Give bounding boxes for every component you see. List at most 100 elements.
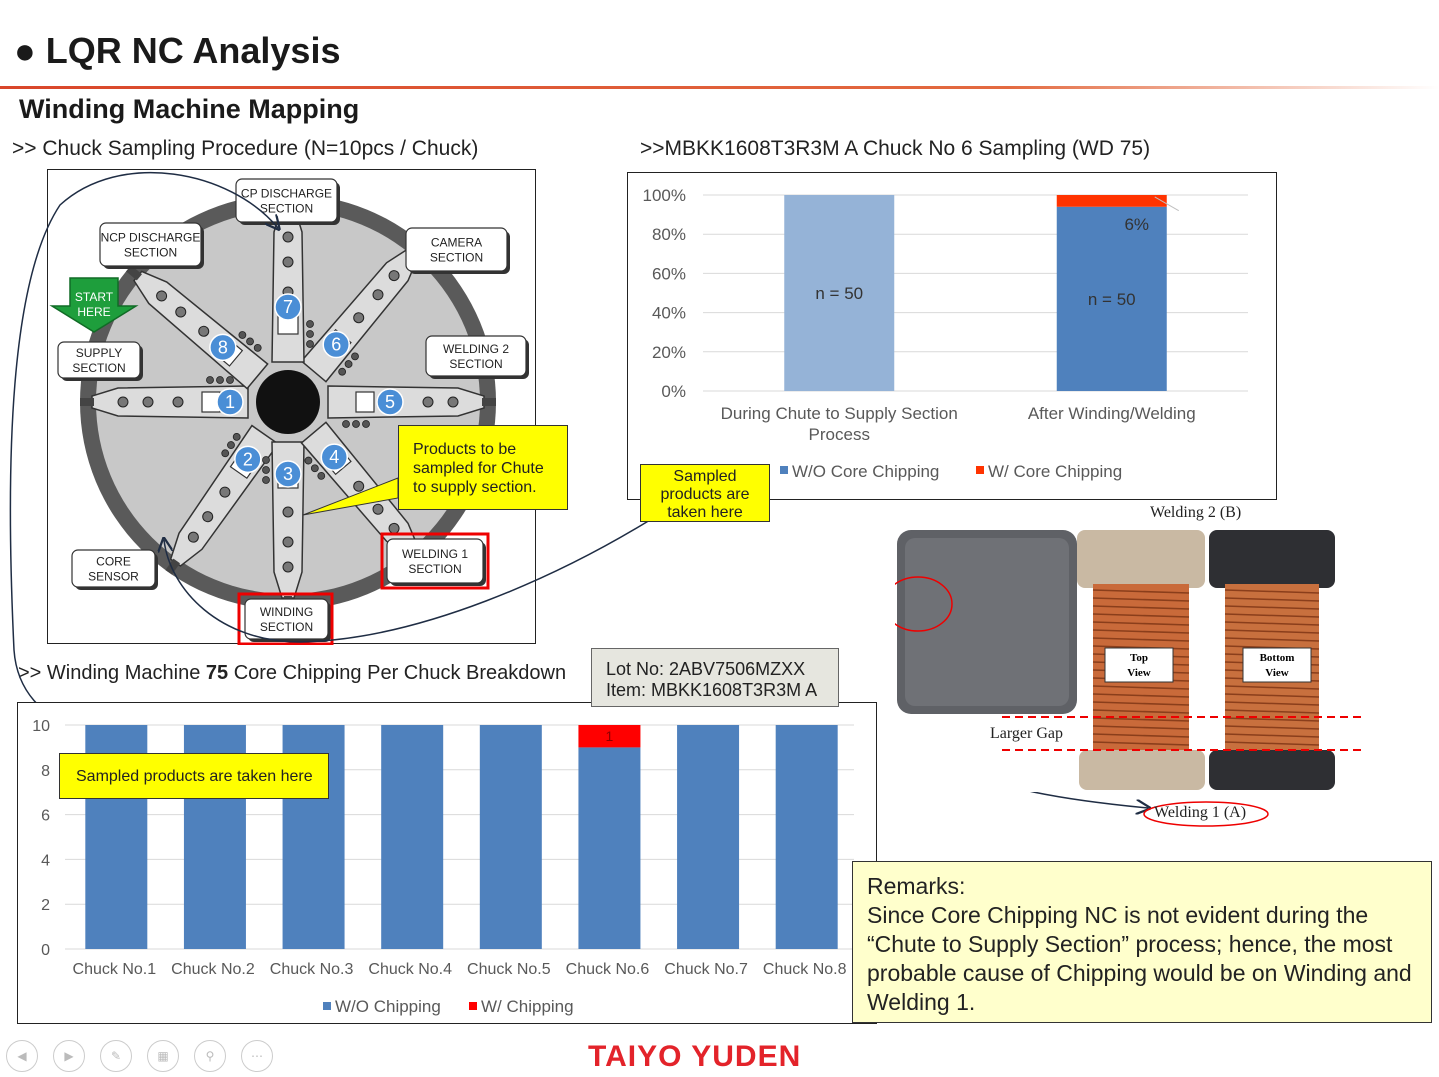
start-label-1: START — [75, 290, 114, 304]
stack-ytick: 100% — [643, 186, 686, 205]
turntable-hub — [256, 370, 320, 434]
winding-highlight — [237, 592, 334, 646]
section-label-box — [71, 549, 156, 588]
stack-bar-segment — [1056, 195, 1167, 207]
chuck-legend-swatch — [323, 1002, 331, 1010]
top-view-label-2: View — [1127, 667, 1150, 679]
chuck-xtick: Chuck No.1 — [73, 961, 157, 978]
remarks-heading: Remarks: — [867, 873, 966, 899]
section-label-box — [244, 598, 329, 640]
chuck-breakdown-chart-panel: 0 2 4 6 8 10 Chuck No.1 Chuck No.2 Chuck No.3 Chu… — [17, 702, 877, 1024]
stack-to-winding-connector — [164, 519, 651, 643]
chuck-ytick: 2 — [41, 897, 50, 914]
section-label-winding: WINDING — [260, 605, 313, 619]
welding1-highlight — [380, 532, 490, 590]
section-label-ncp-discharge: NCP DISCHARGE — [101, 231, 201, 245]
remarks-text: Since Core Chipping NC is not evident du… — [867, 902, 1412, 1015]
section-label-box — [57, 341, 141, 379]
section-label-welding2: WELDING 2 — [443, 342, 509, 356]
chuck-xtick: Chuck No.8 — [763, 961, 847, 978]
stack-ytick: 80% — [652, 225, 686, 244]
stack-legend-swatch — [976, 466, 984, 474]
stack-legend-label: W/O Core Chipping — [792, 462, 939, 481]
chuck-badge — [234, 445, 262, 474]
previous-slide-icon[interactable]: ◀ — [6, 1040, 38, 1072]
chuck-xtick: Chuck No.2 — [171, 961, 255, 978]
chuck6-sampling-chart-panel: 0% 20% 40% 60% 80% 100% n = 50 During Chute to … — [627, 172, 1277, 500]
stack-bar-segment — [1056, 206, 1167, 391]
inductor-photo-drawing: Top View Bottom View — [883, 528, 1337, 792]
bottom-view-flange-bottom — [1209, 750, 1335, 790]
chuck-breakdown-chart: 0 2 4 6 8 10 Chuck No.1 Chuck No.2 Chuck No.3 Chu… — [32, 718, 854, 1016]
larger-gap-label: Larger Gap — [990, 725, 1063, 742]
chuck-xtick: Chuck No.5 — [467, 961, 551, 978]
chuck-sampled-callout: Sampled products are taken here — [59, 753, 329, 799]
chuck-bar-segment — [578, 725, 641, 748]
chuck-number: 3 — [283, 464, 293, 484]
section-label-box — [386, 538, 484, 584]
chuck-bar-segment — [479, 725, 542, 949]
chuck-ytick: 6 — [41, 808, 50, 825]
next-slide-icon[interactable]: ▶ — [53, 1040, 85, 1072]
chuck-xtick: Chuck No.3 — [270, 961, 354, 978]
chuck-ytick: 4 — [41, 852, 50, 869]
chipping-count-label: 1 — [606, 728, 614, 744]
bottom-view-label-1: Bottom — [1260, 652, 1295, 664]
chuck-number: 2 — [243, 449, 253, 469]
lot-number: Lot No: 2ABV7506MZXX — [606, 659, 806, 679]
chute-callout-line: to supply section. — [413, 479, 537, 496]
stack-xtick: After Winding/Welding — [1028, 404, 1196, 423]
slides-grid-icon[interactable]: ▦ — [147, 1040, 179, 1072]
taiyo-yuden-logo: TAIYO YUDEN — [588, 1040, 802, 1073]
pen-icon[interactable]: ✎ — [100, 1040, 132, 1072]
section-label-core-sensor: SENSOR — [88, 570, 139, 584]
bottom-view-flange-top — [1209, 530, 1335, 588]
chuck-chart-header: >> Winding Machine 75 Core Chipping Per … — [18, 662, 566, 685]
stack-sampled-callout: Sampled products are taken here — [640, 464, 770, 522]
chuck-bar-segment — [578, 747, 641, 949]
stack-xtick: During Chute to Supply Section — [721, 404, 958, 423]
section-label-core-sensor: CORE — [96, 555, 131, 569]
top-view-label-1: Top — [1130, 652, 1148, 664]
chuck-legend-swatch — [469, 1002, 477, 1010]
stack-ytick: 20% — [652, 343, 686, 362]
stack-xtick: Process — [809, 425, 870, 444]
chuck-legend-label: W/O Chipping — [335, 997, 441, 1016]
chuck-xtick: Chuck No.4 — [368, 961, 452, 978]
zoom-icon[interactable]: ⚲ — [194, 1040, 226, 1072]
stack-ytick: 40% — [652, 304, 686, 323]
chuck-badge — [322, 330, 350, 359]
stack-bar-label: n = 50 — [815, 284, 863, 303]
stack-callout-line: Sampled — [673, 468, 737, 485]
welding1-ellipse — [1143, 801, 1269, 827]
section-label-box — [425, 335, 527, 377]
remarks-box: Remarks: Since Core Chipping NC is not e… — [852, 861, 1432, 1023]
chute-callout-line: sampled for Chute — [413, 460, 544, 477]
stack-ytick: 60% — [652, 264, 686, 283]
chuck-ytick: 8 — [41, 763, 50, 780]
lot-info-box: Lot No: 2ABV7506MZXX Item: MBKK1608T3R3M… — [591, 648, 839, 707]
section-label-supply: SUPPLY — [76, 346, 122, 360]
welding2-label: Welding 2 (B) — [1150, 504, 1242, 521]
chuck-xtick: Chuck No.6 — [566, 961, 650, 978]
section-label-box — [405, 227, 508, 272]
slide-title: ● LQR NC Analysis — [14, 30, 341, 71]
start-here-arrow: START HERE — [49, 277, 139, 333]
more-options-icon[interactable]: ⋯ — [241, 1040, 273, 1072]
stack-chart-header: >>MBKK1608T3R3M A Chuck No 6 Sampling (W… — [640, 137, 1151, 160]
section-label-cp-discharge: CP DISCHARGE — [241, 187, 332, 201]
chuck-legend-label: W/ Chipping — [481, 997, 574, 1016]
stack-ytick: 0% — [661, 382, 686, 401]
chuck-number: 4 — [329, 447, 339, 467]
chuck-number: 1 — [225, 392, 235, 412]
stack-legend-swatch — [780, 466, 788, 474]
top-view-flange-bottom — [1079, 750, 1205, 790]
top-view-flange-top — [1077, 530, 1205, 588]
chute-callout-pointer — [302, 477, 399, 516]
section-label-camera: SECTION — [430, 251, 483, 265]
chuck-number: 7 — [283, 297, 293, 317]
chuck-header-machine: 75 — [205, 662, 229, 684]
stack-callout-line: products are — [660, 486, 750, 503]
chuck-arm — [327, 385, 496, 428]
